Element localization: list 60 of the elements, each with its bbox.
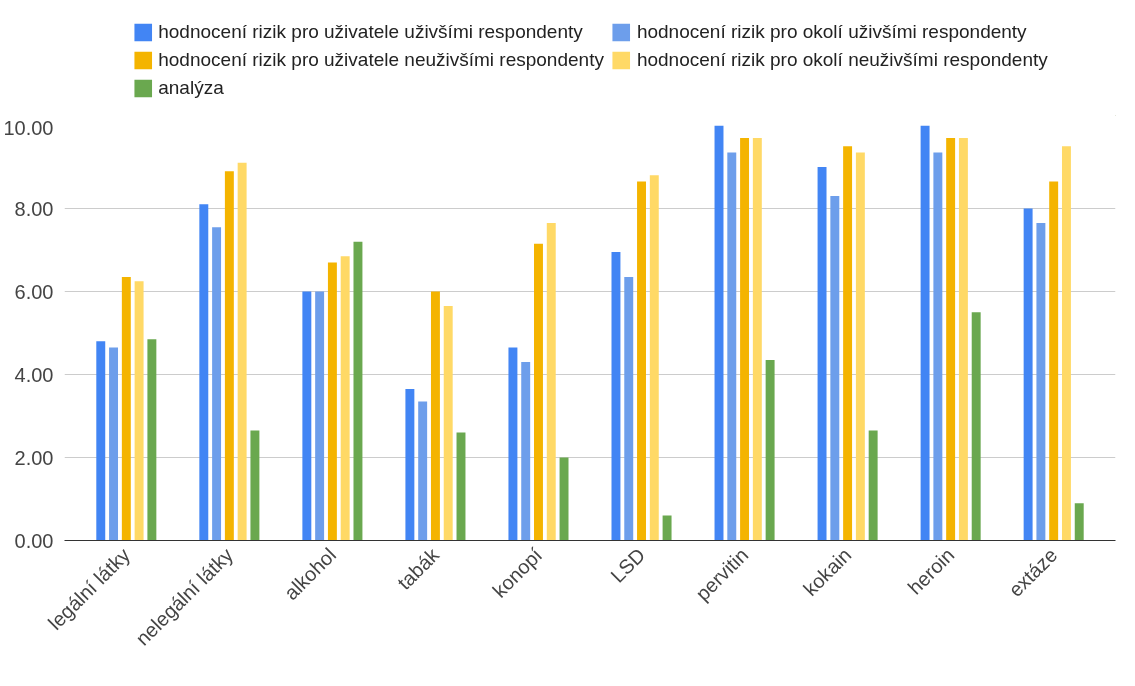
bar — [134, 281, 144, 541]
x-tick-label: LSD — [606, 543, 650, 587]
bar — [843, 146, 853, 541]
bar — [302, 291, 312, 541]
bar — [740, 137, 750, 541]
bar — [933, 152, 943, 541]
y-tick-label: 4.00 — [14, 363, 54, 386]
bar — [1061, 146, 1071, 541]
legend-label: hodnocení rizik pro uživatele neuživšími respondenty — [158, 49, 604, 71]
bar — [315, 291, 325, 541]
bar — [199, 204, 209, 541]
bar — [662, 515, 672, 541]
y-tick-label: 2.00 — [14, 446, 54, 469]
bar — [327, 262, 337, 541]
legend-label: hodnocení rizik pro okolí uživšími respondenty — [636, 21, 1027, 43]
bar — [559, 457, 569, 541]
bar — [443, 306, 453, 541]
bar — [624, 276, 634, 541]
bar — [817, 167, 827, 541]
bar — [353, 241, 363, 541]
bar — [752, 137, 762, 541]
legend-label: hodnocení rizik pro okolí neuživšími respondenty — [636, 49, 1048, 71]
bar — [958, 137, 968, 541]
legend-label: analýza — [158, 77, 224, 99]
bar — [830, 196, 840, 541]
bar — [109, 347, 119, 541]
bar — [147, 339, 157, 541]
bar — [546, 223, 556, 541]
bar — [1074, 503, 1084, 541]
bar — [96, 341, 106, 541]
bar — [250, 430, 260, 541]
bar — [868, 430, 878, 541]
bar — [1049, 181, 1059, 541]
y-tick-label: 8.00 — [14, 197, 54, 220]
bar — [418, 401, 428, 541]
bar — [521, 362, 531, 541]
bar — [121, 276, 131, 541]
bar — [340, 256, 350, 541]
bar — [1023, 208, 1033, 541]
bar — [637, 181, 646, 541]
bar — [508, 347, 518, 541]
bar — [534, 243, 543, 541]
bar — [971, 312, 981, 541]
bar — [611, 252, 621, 541]
bar — [212, 227, 222, 541]
bar — [649, 175, 659, 541]
y-tick-label: 0.00 — [14, 529, 54, 552]
bar — [237, 162, 247, 541]
y-tick-label: 6.00 — [14, 280, 54, 303]
bar — [1036, 223, 1046, 541]
bar — [920, 125, 930, 541]
y-tick-label: 10.00 — [3, 116, 54, 139]
bar — [727, 152, 737, 541]
bar — [765, 359, 775, 541]
bar — [405, 389, 415, 541]
legend-label: hodnocení rizik pro uživatele uživšími respondenty — [158, 21, 583, 43]
bar — [855, 152, 865, 541]
bar — [224, 171, 234, 541]
bar — [946, 137, 956, 541]
bar — [430, 291, 440, 541]
